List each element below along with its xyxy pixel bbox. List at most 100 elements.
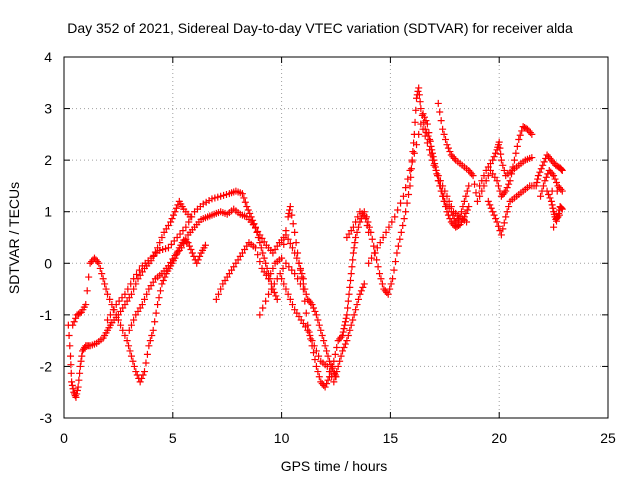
data-point xyxy=(446,148,454,156)
data-point xyxy=(420,113,428,121)
data-point xyxy=(127,352,135,360)
data-point xyxy=(284,235,292,243)
data-point xyxy=(156,287,164,295)
data-point xyxy=(422,117,430,125)
data-point xyxy=(240,194,248,202)
data-point xyxy=(130,362,138,370)
data-point xyxy=(558,166,566,174)
data-point xyxy=(440,130,448,138)
data-point xyxy=(430,161,438,169)
data-point xyxy=(370,242,378,250)
data-point xyxy=(149,326,157,334)
data-point xyxy=(286,206,294,214)
data-point xyxy=(548,201,556,209)
data-point xyxy=(539,161,547,169)
data-point xyxy=(353,228,361,236)
data-point xyxy=(76,362,84,370)
data-point xyxy=(354,213,362,221)
data-point xyxy=(350,311,358,319)
data-point xyxy=(463,218,471,226)
data-point xyxy=(385,223,393,231)
data-point xyxy=(553,178,561,186)
data-point xyxy=(468,170,476,178)
data-point xyxy=(354,295,362,303)
data-point xyxy=(284,290,292,298)
data-point xyxy=(489,156,497,164)
data-point xyxy=(78,352,86,360)
data-point xyxy=(182,235,190,243)
data-point xyxy=(497,231,505,239)
data-point xyxy=(434,99,442,107)
data-point xyxy=(298,273,306,281)
data-point xyxy=(415,130,423,138)
data-point xyxy=(310,304,318,312)
data-point xyxy=(391,258,399,266)
data-point xyxy=(558,166,566,174)
data-point xyxy=(534,172,542,180)
data-point xyxy=(382,228,390,236)
data-point xyxy=(344,304,352,312)
data-point xyxy=(344,297,352,305)
data-point xyxy=(259,304,267,312)
data-point xyxy=(367,228,375,236)
data-point xyxy=(349,223,357,231)
data-point xyxy=(443,192,451,200)
data-point xyxy=(513,142,521,150)
data-point xyxy=(282,227,290,235)
data-point xyxy=(172,251,180,259)
data-point xyxy=(558,204,566,212)
data-point xyxy=(104,290,112,298)
data-point xyxy=(412,106,420,114)
data-point xyxy=(397,228,405,236)
data-point xyxy=(348,263,356,271)
x-tick-label: 15 xyxy=(383,430,399,446)
data-point xyxy=(318,331,326,339)
data-point xyxy=(168,215,176,223)
data-point xyxy=(403,199,411,207)
data-point xyxy=(349,316,357,324)
data-point xyxy=(127,321,135,329)
data-point xyxy=(469,172,477,180)
data-point xyxy=(487,204,495,212)
data-point xyxy=(311,356,319,364)
data-point xyxy=(351,239,359,247)
data-point xyxy=(101,280,109,288)
y-tick-labels: -3 -2 -1 0 1 2 3 4 xyxy=(40,49,53,426)
data-point xyxy=(425,129,433,137)
data-point xyxy=(394,242,402,250)
data-point xyxy=(390,266,398,274)
data-point xyxy=(301,297,309,305)
data-point xyxy=(537,165,545,173)
data-point xyxy=(324,376,332,384)
data-point xyxy=(312,311,320,319)
data-point xyxy=(194,256,202,264)
data-point xyxy=(334,362,342,370)
data-point xyxy=(417,105,425,113)
data-point xyxy=(260,254,268,262)
data-point xyxy=(121,290,129,298)
data-point xyxy=(143,350,151,358)
data-point xyxy=(442,136,450,144)
data-point xyxy=(307,335,315,343)
data-point xyxy=(280,280,288,288)
data-point xyxy=(493,218,501,226)
data-point xyxy=(106,295,114,303)
data-point xyxy=(409,148,417,156)
data-point xyxy=(387,280,395,288)
data-point xyxy=(478,177,486,185)
data-point xyxy=(130,275,138,283)
data-point xyxy=(406,166,414,174)
data-point xyxy=(284,213,292,221)
data-point xyxy=(339,347,347,355)
data-point xyxy=(370,249,378,257)
data-point xyxy=(67,369,75,377)
data-point xyxy=(502,213,510,221)
data-point xyxy=(463,206,471,214)
x-tick-label: 5 xyxy=(169,430,177,446)
data-point xyxy=(543,187,551,195)
data-point xyxy=(148,331,156,339)
data-point xyxy=(85,273,93,281)
data-point xyxy=(317,326,325,334)
data-point xyxy=(308,337,316,345)
